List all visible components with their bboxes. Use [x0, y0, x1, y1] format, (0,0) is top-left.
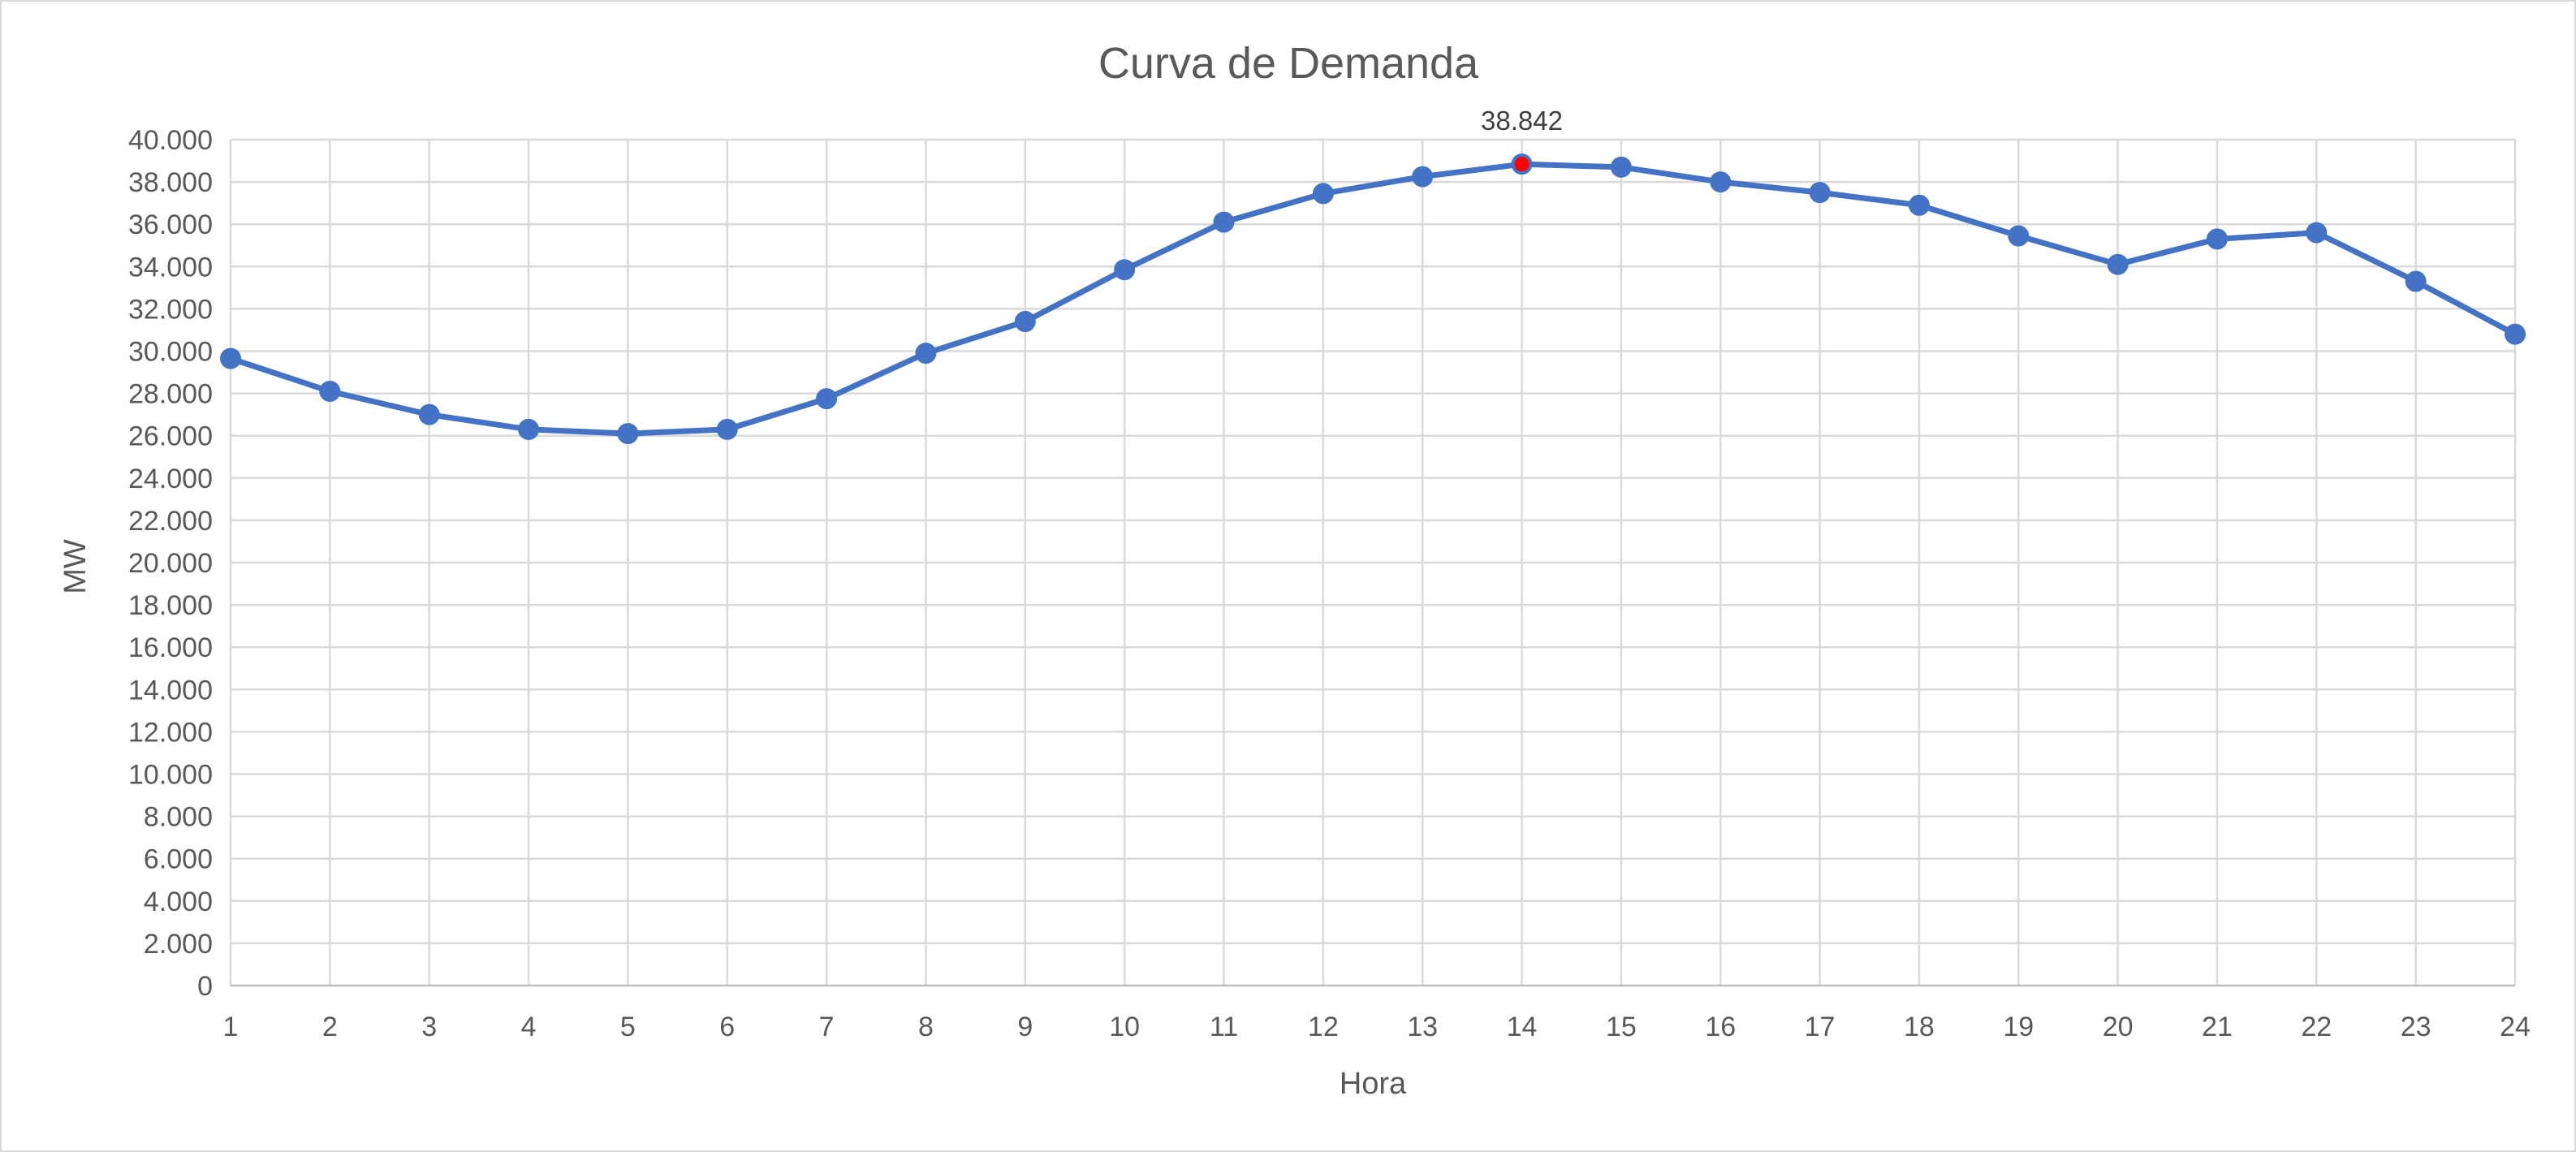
y-tick-label: 12.000	[128, 717, 213, 748]
y-tick-label: 16.000	[128, 632, 213, 663]
x-tick-label: 12	[1308, 1012, 1339, 1042]
y-tick-label: 8.000	[144, 802, 213, 833]
y-tick-label: 14.000	[128, 675, 213, 705]
y-tick-label: 36.000	[128, 209, 213, 240]
y-tick-label: 26.000	[128, 421, 213, 452]
data-point	[1809, 182, 1831, 204]
x-tick-label: 19	[2003, 1012, 2034, 1042]
y-tick-label: 40.000	[128, 125, 213, 156]
data-point	[1710, 171, 1732, 193]
data-point	[1213, 211, 1235, 233]
series-line-layer	[227, 161, 2518, 437]
y-tick-label: 2.000	[144, 929, 213, 960]
x-tick-label: 15	[1606, 1012, 1637, 1042]
data-point	[1312, 183, 1334, 205]
y-tick-label: 4.000	[144, 887, 213, 917]
x-tick-label: 9	[1017, 1012, 1033, 1042]
data-point	[2306, 222, 2328, 244]
x-tick-label: 24	[2500, 1012, 2531, 1042]
x-tick-label: 21	[2202, 1012, 2233, 1042]
data-point	[716, 418, 738, 440]
x-tick-label: 2	[322, 1012, 338, 1042]
y-tick-label: 30.000	[128, 337, 213, 368]
data-point	[2405, 270, 2427, 292]
y-tick-label: 38.000	[128, 167, 213, 198]
y-tick-label: 20.000	[128, 548, 213, 579]
data-point	[418, 403, 440, 425]
data-point	[319, 380, 341, 402]
x-tick-label: 4	[521, 1012, 537, 1042]
x-tick-label: 6	[719, 1012, 735, 1042]
y-tick-label: 6.000	[144, 844, 213, 875]
y-tick-label: 24.000	[128, 464, 213, 494]
data-point	[1412, 166, 1434, 188]
gridlines	[229, 138, 2517, 986]
data-point	[915, 343, 937, 365]
x-tick-label: 3	[421, 1012, 437, 1042]
chart-title: Curva de Demanda	[1098, 39, 1479, 88]
x-tick-label: 14	[1507, 1012, 1538, 1042]
x-tick-label: 22	[2301, 1012, 2332, 1042]
data-point	[2206, 228, 2228, 250]
x-tick-label: 5	[620, 1012, 636, 1042]
data-points	[220, 153, 2526, 445]
data-label: 38.842	[1481, 106, 1563, 136]
x-tick-label: 20	[2103, 1012, 2134, 1042]
y-tick-label: 0	[197, 971, 213, 1002]
data-point	[1908, 194, 1930, 216]
y-tick-label: 28.000	[128, 379, 213, 410]
data-point	[2008, 225, 2030, 247]
y-axis-label: MW	[58, 539, 93, 594]
data-point	[617, 423, 639, 445]
series-line	[227, 161, 2518, 437]
x-axis-label: Hora	[1340, 1067, 1407, 1101]
x-tick-label: 17	[1805, 1012, 1836, 1042]
data-point	[816, 388, 838, 410]
x-tick-label: 13	[1407, 1012, 1438, 1042]
y-tick-label: 18.000	[128, 590, 213, 621]
x-tick-label: 18	[1904, 1012, 1935, 1042]
x-tick-label: 23	[2401, 1012, 2431, 1042]
x-tick-label: 10	[1109, 1012, 1140, 1042]
x-tick-label: 16	[1705, 1012, 1736, 1042]
data-point	[220, 347, 241, 369]
y-tick-label: 34.000	[128, 252, 213, 283]
data-point	[1114, 259, 1136, 281]
x-tick-label: 11	[1210, 1012, 1238, 1042]
x-tick-label: 8	[918, 1012, 934, 1042]
data-point	[518, 418, 540, 440]
x-tick-label: 1	[223, 1012, 239, 1042]
data-point	[1014, 311, 1036, 333]
data-point	[1511, 153, 1533, 175]
y-tick-label: 10.000	[128, 760, 213, 791]
x-tick-label: 7	[819, 1012, 835, 1042]
data-point	[2107, 253, 2129, 275]
tick-labels: 0 2.000 4.000 6.000 8.000 10.000 12.000 14.000 1…	[128, 106, 2531, 1042]
data-point	[1610, 156, 1632, 178]
y-tick-label: 32.000	[128, 294, 213, 325]
y-tick-label: 22.000	[128, 506, 213, 537]
data-point	[2505, 323, 2526, 345]
